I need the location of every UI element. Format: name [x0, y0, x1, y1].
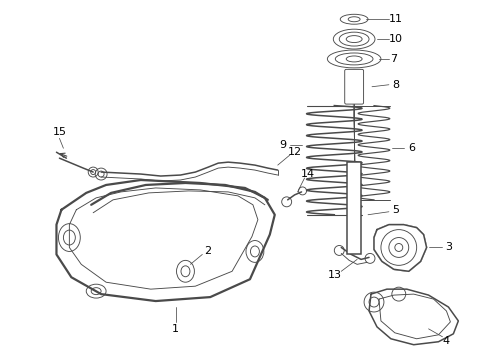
- Text: 6: 6: [408, 143, 415, 153]
- Polygon shape: [374, 225, 427, 271]
- Text: 5: 5: [392, 205, 399, 215]
- Text: 10: 10: [389, 34, 403, 44]
- FancyBboxPatch shape: [345, 69, 364, 104]
- Text: 7: 7: [390, 54, 397, 64]
- Bar: [347, 162, 361, 255]
- Text: 2: 2: [204, 247, 211, 256]
- Text: 15: 15: [52, 127, 67, 138]
- Text: 14: 14: [300, 169, 315, 179]
- Text: 13: 13: [328, 270, 343, 280]
- Text: 9: 9: [279, 140, 286, 150]
- Text: 1: 1: [172, 324, 179, 334]
- Text: 4: 4: [443, 336, 450, 346]
- Text: 8: 8: [392, 80, 399, 90]
- Polygon shape: [369, 289, 458, 345]
- Text: 11: 11: [389, 14, 403, 24]
- Text: 3: 3: [445, 243, 452, 252]
- Text: 12: 12: [288, 147, 302, 157]
